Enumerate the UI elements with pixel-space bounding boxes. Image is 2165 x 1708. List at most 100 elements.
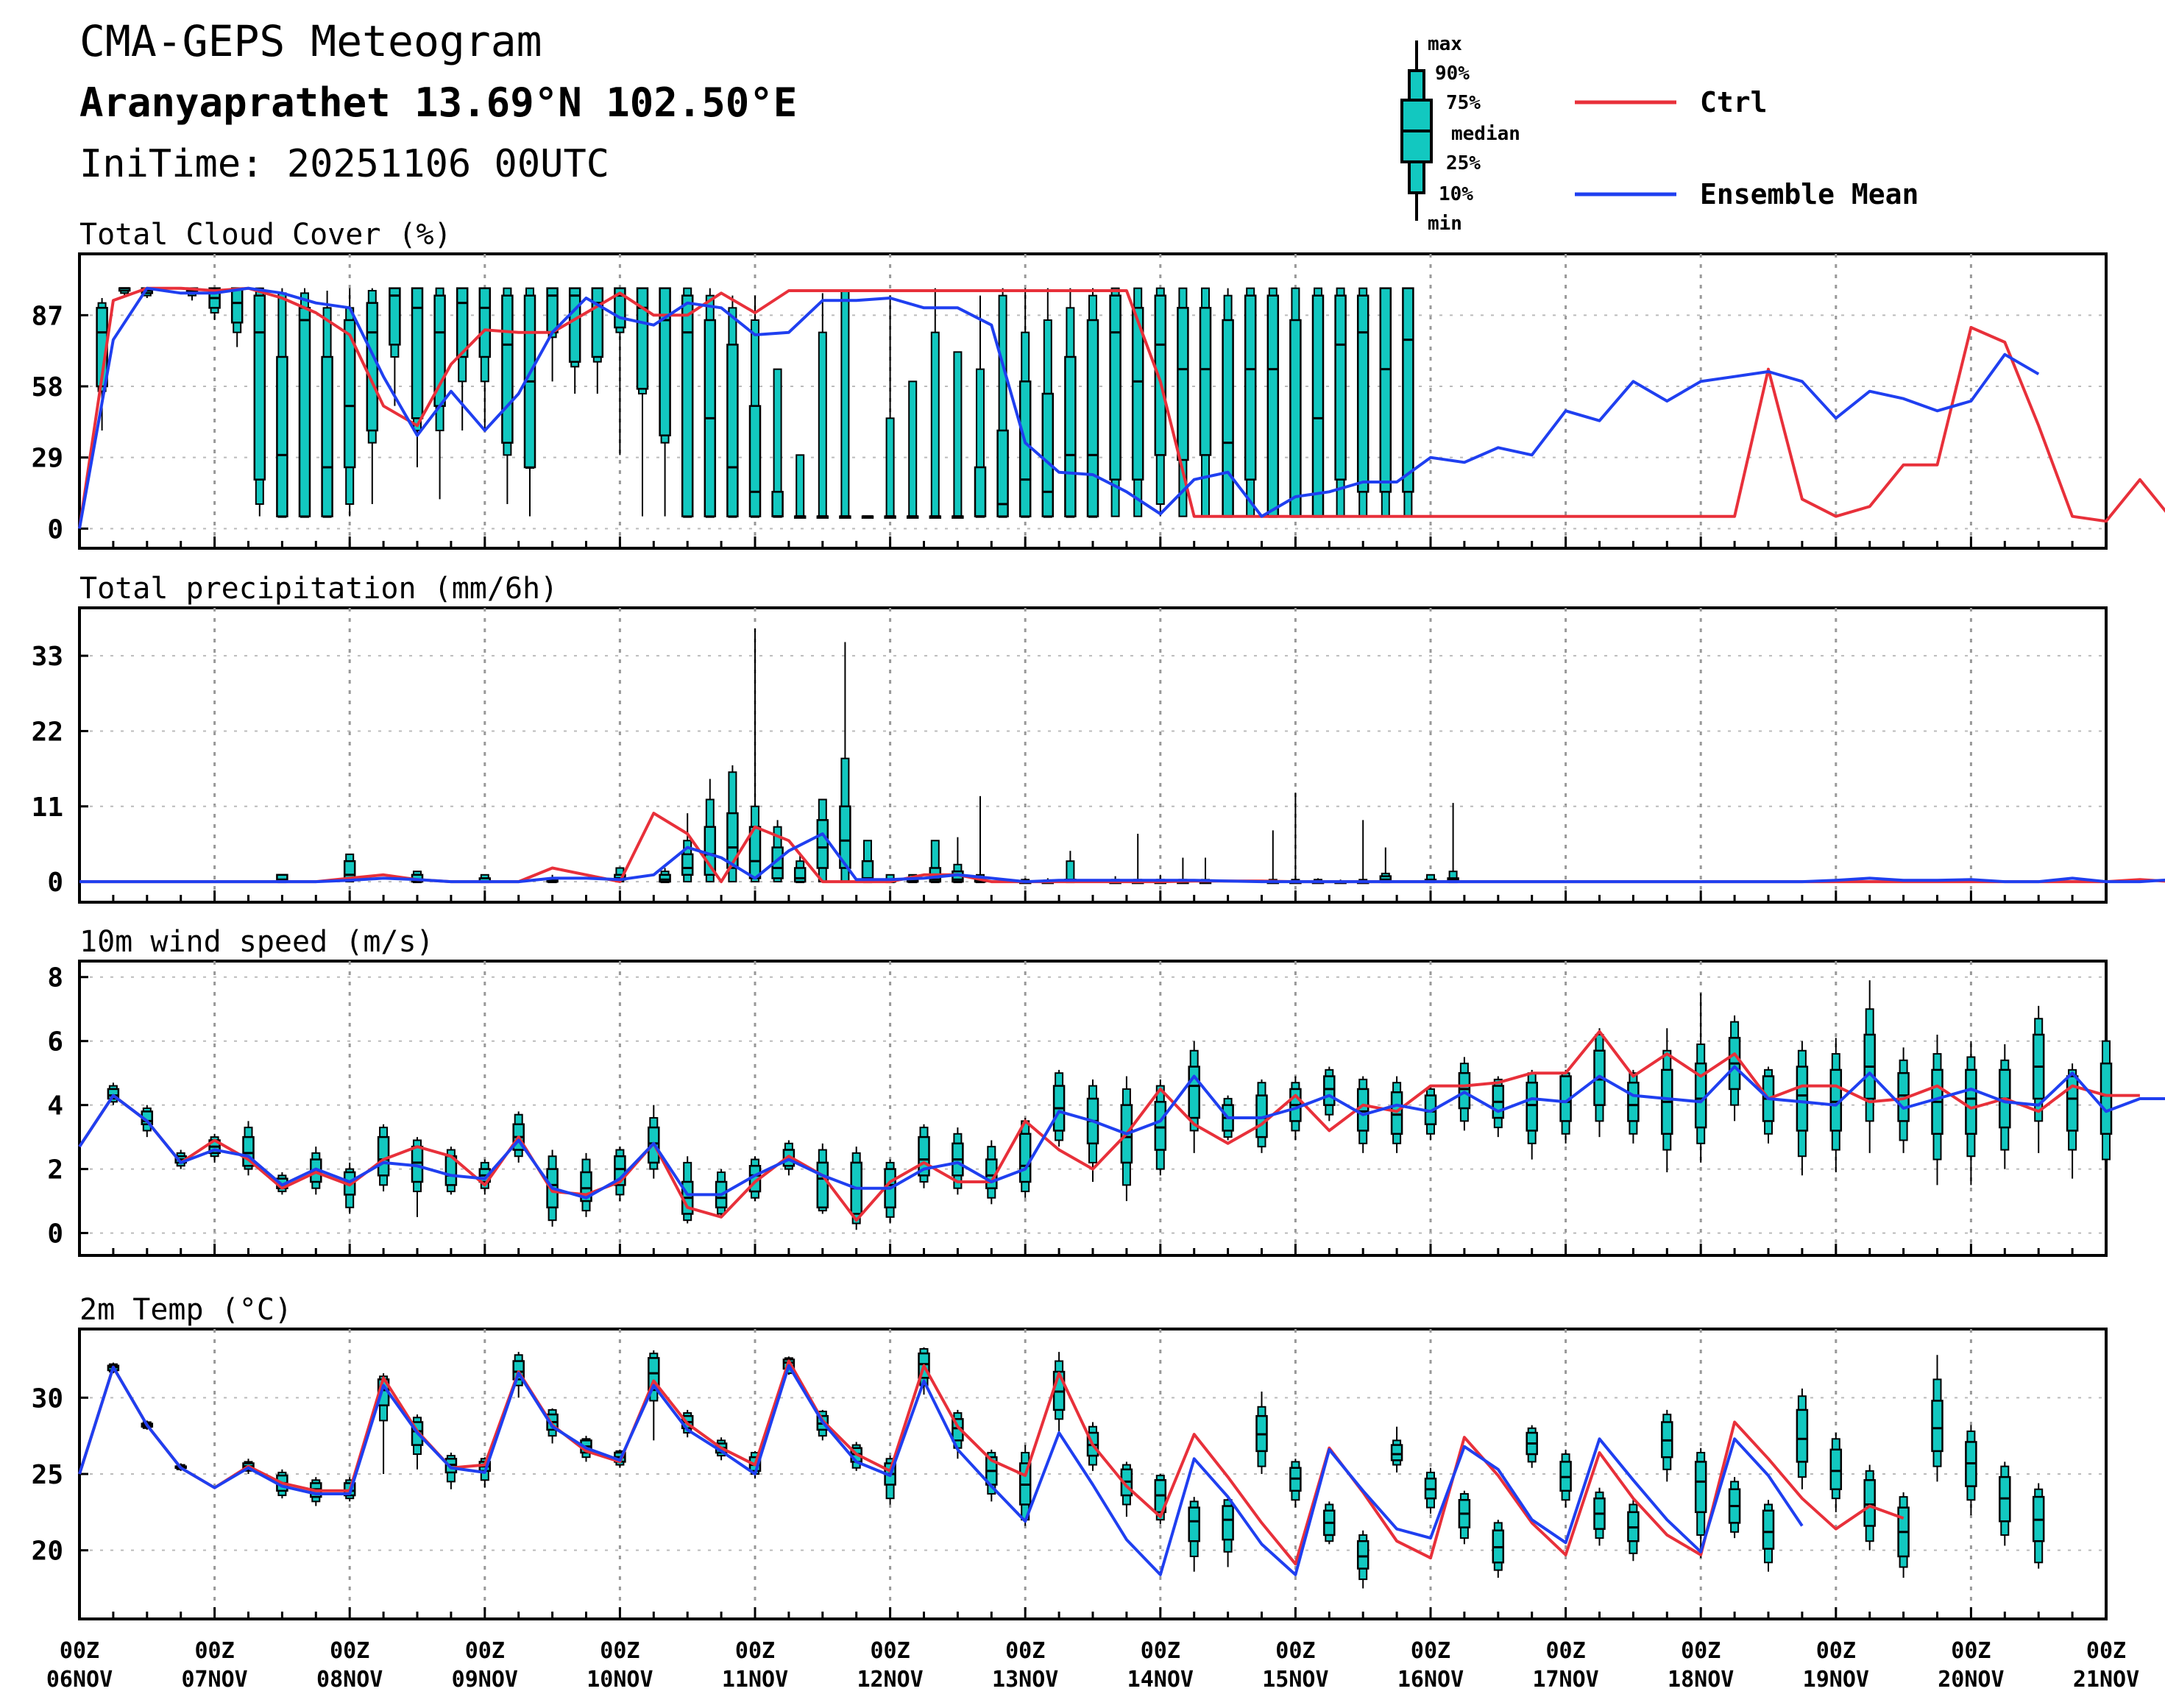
- box-lower-tail: [919, 1174, 929, 1183]
- box-upper-tail: [581, 1158, 591, 1173]
- box-iqr: [726, 344, 739, 517]
- box-whisker: [1728, 1015, 1741, 1121]
- y-tick-label: 0: [47, 868, 63, 898]
- box-whisker: [1222, 1498, 1234, 1567]
- box-whisker: [1627, 1069, 1640, 1144]
- box-upper-tail: [379, 1127, 389, 1138]
- box-whisker: [1086, 288, 1099, 518]
- box-whisker: [1266, 830, 1280, 885]
- box-whisker: [1199, 287, 1212, 517]
- box-upper-tail: [1178, 287, 1188, 309]
- box-iqr: [659, 287, 671, 436]
- box-whisker: [1593, 1487, 1606, 1546]
- x-date-label: 07NOV: [181, 1667, 247, 1693]
- box-whisker: [253, 287, 266, 517]
- box-lower-tail: [2000, 1520, 2010, 1536]
- x-hour-label: 00Z: [871, 1638, 910, 1664]
- box-whisker: [1863, 1464, 1876, 1551]
- y-tick-label: 0: [47, 514, 63, 545]
- x-date-label: 19NOV: [1803, 1667, 1869, 1693]
- box-whisker: [2100, 1009, 2113, 1208]
- x-date-label: 20NOV: [1938, 1667, 2004, 1693]
- box-iqr: [298, 307, 311, 517]
- box-whisker: [659, 287, 671, 517]
- box-whisker: [1289, 793, 1302, 885]
- box-upper-tail: [683, 287, 692, 297]
- box-iqr: [726, 812, 739, 869]
- box-upper-tail: [717, 1171, 726, 1183]
- box-upper-tail: [1291, 1082, 1300, 1090]
- box-lower-tail: [1403, 491, 1413, 517]
- x-hour-label: 00Z: [600, 1638, 639, 1664]
- box-iqr: [591, 287, 604, 358]
- box-lower-tail: [548, 1206, 557, 1222]
- box-whisker: [1131, 287, 1144, 517]
- box-lower-tail: [581, 1200, 591, 1212]
- box-iqr: [1244, 294, 1257, 481]
- box-whisker: [1627, 1500, 1640, 1562]
- box-iqr: [456, 287, 469, 358]
- box-iqr: [1627, 1081, 1640, 1122]
- box-whisker: [681, 287, 694, 518]
- box-whisker: [1762, 1066, 1775, 1144]
- legend-mean-label: Ensemble Mean: [1700, 178, 1918, 210]
- box-whisker: [1661, 1409, 1673, 1482]
- box-lower-tail: [1831, 1488, 1840, 1500]
- box-lower-tail: [1358, 1567, 1368, 1581]
- legend-p90: 90%: [1435, 63, 1470, 85]
- box-iqr: [343, 319, 356, 469]
- box-whisker: [839, 290, 851, 519]
- panel-0: Total Cloud Cover (%) 0 29 58 87: [32, 218, 2165, 550]
- box-upper-tail: [503, 287, 512, 297]
- box-whisker: [614, 287, 626, 456]
- box-whisker: [1999, 1461, 2011, 1546]
- box-whisker: [918, 1124, 930, 1188]
- box-iqr: [1796, 1066, 1809, 1132]
- legend-max: max: [1428, 33, 1462, 55]
- panel-3: 2m Temp (°C) 20 25 30: [32, 1293, 2108, 1620]
- box-whisker: [974, 295, 987, 518]
- panel-title: 10m wind speed (m/s): [79, 925, 434, 959]
- box-lower-tail: [367, 430, 377, 444]
- box-whisker: [1356, 287, 1369, 517]
- box-lower-tail: [683, 1213, 692, 1222]
- box-upper-tail: [2034, 1018, 2044, 1035]
- y-tick-label: 20: [32, 1537, 63, 1567]
- box-whisker: [1052, 1352, 1066, 1431]
- box-whisker: [704, 288, 717, 518]
- box-lower-tail: [1291, 1120, 1300, 1132]
- box-iqr: [2100, 1062, 2113, 1135]
- box-whisker: [1728, 1477, 1741, 1539]
- x-date-label: 16NOV: [1397, 1667, 1464, 1693]
- box-upper-tail: [818, 331, 827, 517]
- box-whisker: [1931, 1355, 1943, 1482]
- box-upper-tail: [1966, 1056, 1976, 1071]
- box-whisker: [230, 287, 244, 347]
- box-lower-tail: [1629, 1120, 1638, 1135]
- y-tick-label: 8: [47, 963, 63, 993]
- box-lower-tail: [1122, 1495, 1131, 1506]
- box-whisker: [648, 1105, 660, 1179]
- ensemble-mean-line: [78, 1364, 1804, 1576]
- box-iqr: [1222, 319, 1234, 517]
- box-lower-tail: [1764, 1548, 1773, 1564]
- x-hour-label: 00Z: [1411, 1638, 1450, 1664]
- box-whisker: [1559, 1069, 1572, 1144]
- box-iqr: [389, 287, 401, 346]
- box-upper-tail: [1223, 1097, 1233, 1106]
- box-lower-tail: [1966, 1485, 1976, 1501]
- box-iqr: [1526, 1081, 1538, 1132]
- box-upper-tail: [1358, 287, 1368, 297]
- box-lower-tail: [1797, 1461, 1807, 1478]
- box-lower-tail: [1223, 1130, 1233, 1138]
- box-lower-tail: [1055, 1130, 1064, 1141]
- box-iqr: [1064, 355, 1077, 517]
- legend-p75: 75%: [1446, 92, 1481, 114]
- location-label: Aranyaprathet 13.69°N 102.50°E: [79, 79, 797, 126]
- box-whisker: [208, 1133, 221, 1163]
- box-lower-tail: [1932, 1450, 1942, 1467]
- box-whisker: [659, 868, 671, 884]
- box-iqr: [1041, 392, 1055, 517]
- box-iqr: [478, 287, 492, 358]
- box-whisker: [1492, 1520, 1505, 1578]
